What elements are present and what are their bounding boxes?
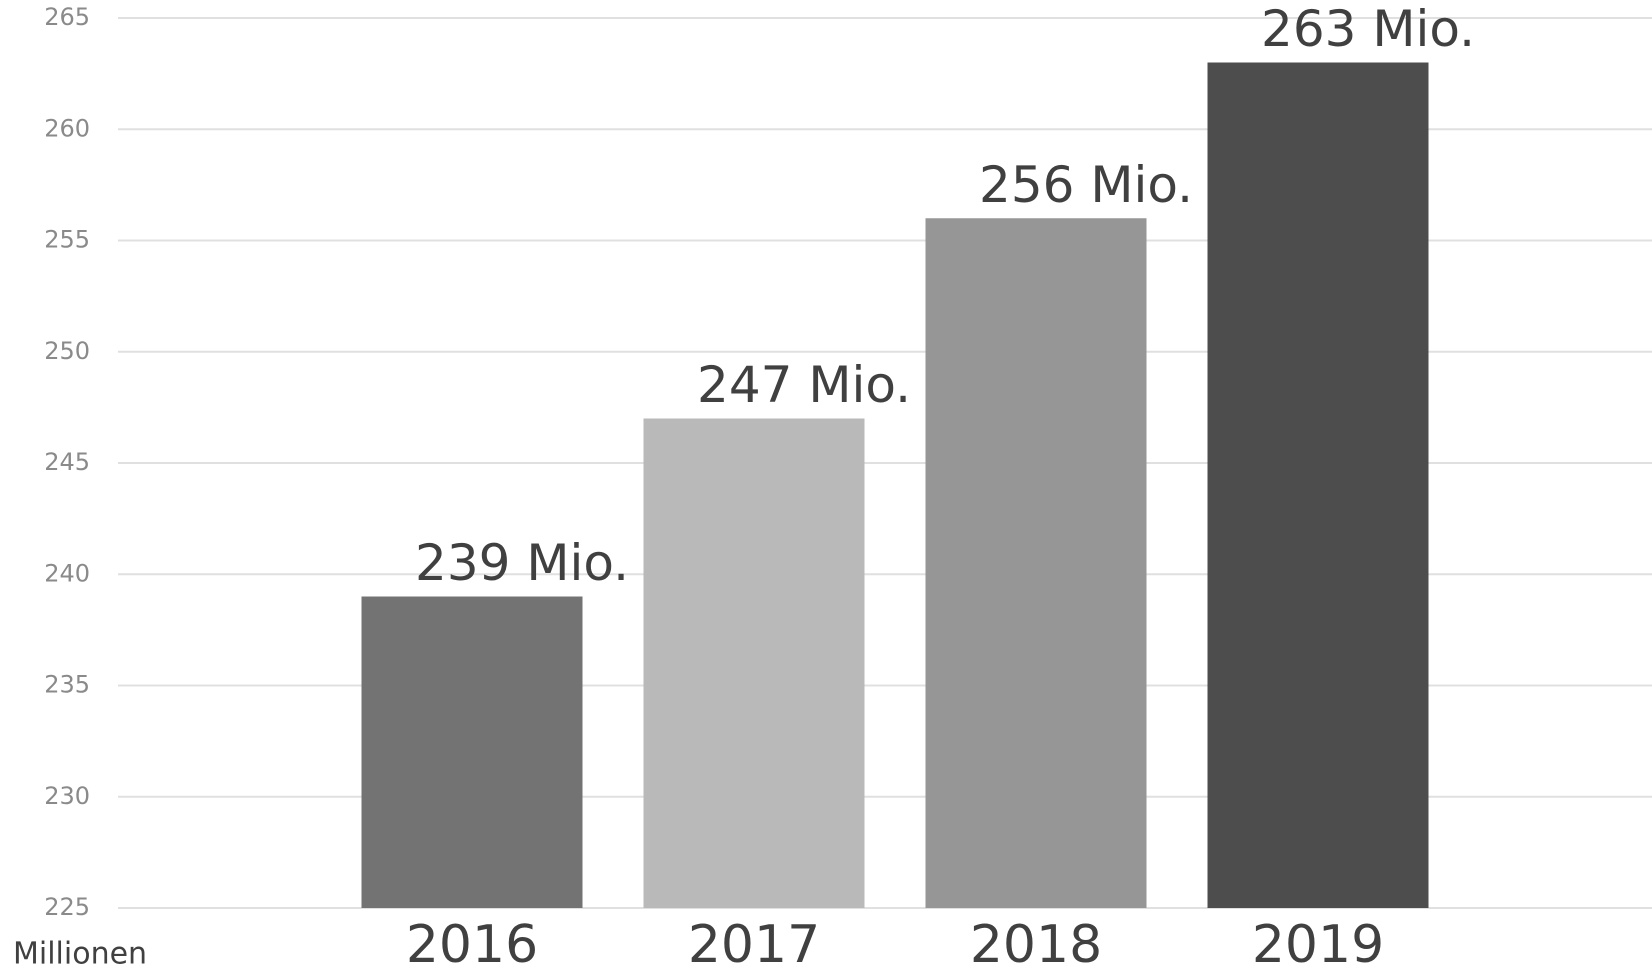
data-label: 247 Mio. (697, 356, 911, 414)
bar (925, 218, 1147, 908)
y-tick-label: 255 (44, 226, 90, 254)
y-tick-label: 265 (44, 3, 90, 31)
x-tick-label: 2017 (688, 915, 820, 972)
data-label: 256 Mio. (979, 156, 1193, 214)
bar (1207, 62, 1429, 908)
y-axis-label: Millionen (13, 937, 147, 972)
y-tick-label: 230 (44, 782, 90, 810)
x-tick-label: 2018 (970, 915, 1102, 972)
y-tick-label: 225 (44, 893, 90, 921)
x-tick-label: 2019 (1252, 915, 1384, 972)
y-tick-label: 235 (44, 671, 90, 699)
bar (643, 418, 865, 908)
y-tick-label: 260 (44, 114, 90, 142)
data-label: 263 Mio. (1261, 0, 1475, 58)
y-tick-label: 240 (44, 559, 90, 587)
y-tick-label: 245 (44, 448, 90, 476)
y-tick-label: 250 (44, 337, 90, 365)
data-label: 239 Mio. (415, 534, 629, 592)
x-tick-label: 2016 (406, 915, 538, 972)
bar (361, 596, 583, 908)
